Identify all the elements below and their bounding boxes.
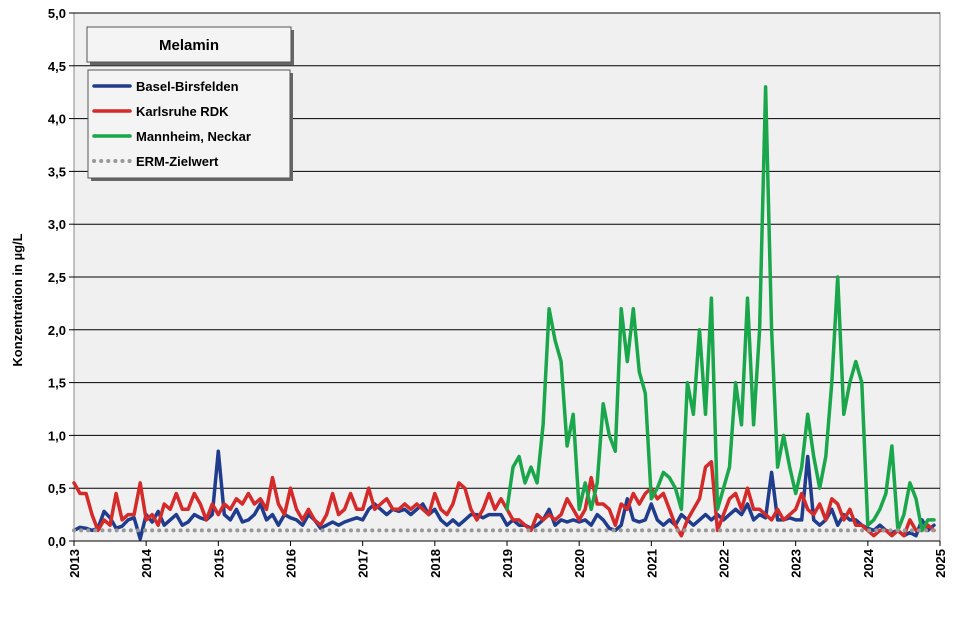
series-line [72,449,936,541]
chart-title: Melamin [159,37,219,54]
x-tick-label: 2022 [717,549,732,578]
y-tick-label: 3,5 [48,164,66,179]
y-tick-label: 2,5 [48,270,66,285]
y-tick-label: 0,0 [48,534,66,549]
y-tick-label: 3,0 [48,217,66,232]
legend-label: Karlsruhe RDK [136,104,229,119]
x-tick-label: 2014 [139,548,154,578]
x-tick-label: 2015 [211,549,226,578]
x-tick-label: 2025 [933,549,948,578]
y-tick-label: 4,5 [48,59,66,74]
x-tick-label: 2020 [572,549,587,578]
x-tick-label: 2023 [789,549,804,578]
x-tick-label: 2019 [500,549,515,578]
y-tick-label: 5,0 [48,6,66,21]
y-tick-label: 4,0 [48,112,66,127]
series-line [72,460,936,538]
y-axis-label: Konzentration in µg/L [10,233,25,366]
y-tick-label: 0,5 [48,481,66,496]
legend-label: Mannheim, Neckar [136,129,251,144]
x-tick-label: 2013 [67,549,82,578]
x-tick-label: 2018 [428,549,443,578]
y-tick-label: 1,0 [48,428,66,443]
legend-label: Basel-Birsfelden [136,79,239,94]
x-tick-label: 2017 [356,549,371,578]
x-tick-label: 2024 [861,548,876,578]
series-line [505,85,936,533]
x-tick-label: 2016 [284,549,299,578]
y-tick-label: 2,0 [48,323,66,338]
y-tick-label: 1,5 [48,376,66,391]
title-box [86,26,292,63]
legend-label: ERM-Zielwert [136,154,219,169]
x-tick-label: 2021 [644,549,659,578]
